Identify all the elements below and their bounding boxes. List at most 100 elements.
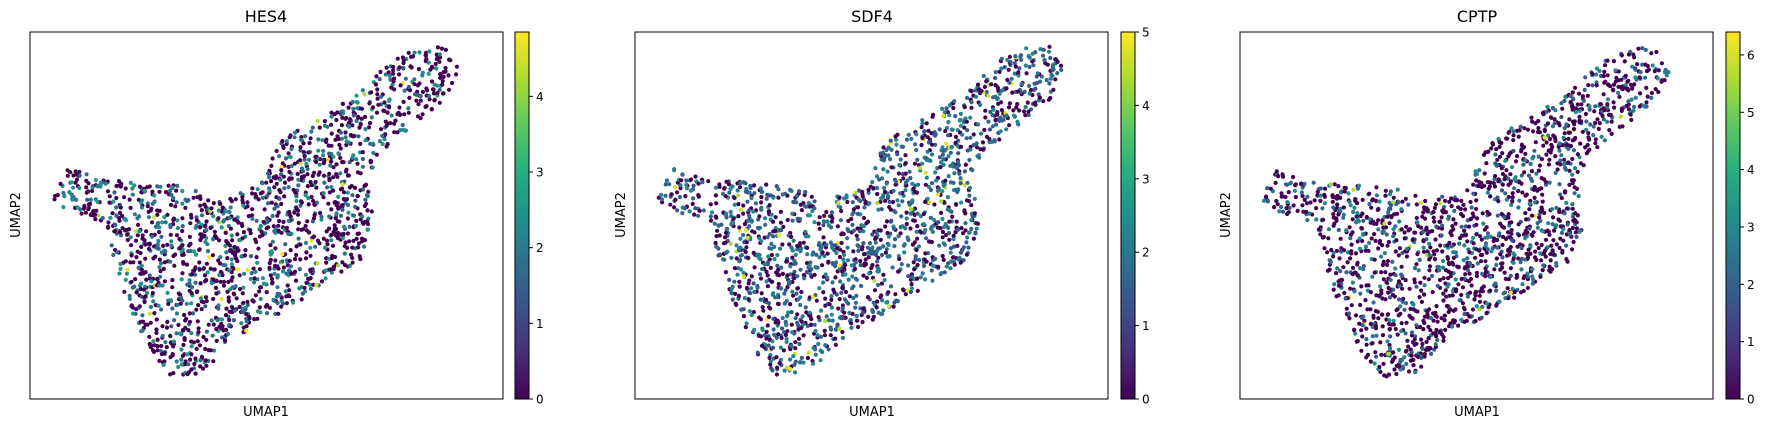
data-point — [747, 208, 752, 213]
data-point — [1302, 197, 1307, 202]
data-point — [287, 294, 292, 299]
data-point — [863, 257, 868, 262]
data-point — [286, 218, 291, 224]
data-point — [258, 285, 264, 290]
data-point — [843, 272, 848, 277]
data-point — [930, 114, 935, 119]
data-point — [267, 265, 272, 270]
data-point — [906, 132, 911, 137]
data-point — [1537, 130, 1542, 135]
data-point — [198, 203, 203, 208]
data-point — [163, 340, 168, 345]
data-point — [193, 252, 198, 257]
data-point — [1616, 69, 1621, 74]
data-point — [127, 197, 132, 202]
data-point — [939, 210, 944, 215]
data-point — [1026, 83, 1032, 88]
data-point — [1547, 180, 1552, 185]
data-point — [1445, 256, 1451, 262]
data-point — [325, 185, 330, 190]
data-point — [215, 318, 220, 323]
data-point — [112, 229, 117, 234]
data-point — [790, 218, 795, 223]
data-point — [228, 226, 233, 231]
data-point — [1544, 109, 1549, 114]
data-point — [1353, 197, 1358, 202]
data-point — [946, 120, 951, 125]
data-point — [973, 231, 978, 236]
data-point — [827, 302, 832, 307]
data-point — [340, 260, 345, 265]
data-point — [1568, 143, 1573, 149]
data-point — [680, 211, 685, 216]
data-point — [810, 252, 815, 257]
data-point — [1371, 313, 1376, 318]
data-point — [210, 333, 215, 338]
data-point — [127, 293, 132, 298]
data-point — [1390, 259, 1395, 264]
data-point — [441, 70, 446, 75]
data-point — [133, 238, 139, 243]
colorbar-gradient — [514, 31, 530, 400]
data-point — [1380, 333, 1386, 338]
data-point — [1451, 255, 1456, 260]
data-point — [1424, 339, 1429, 344]
colorbar-tick-label: 1 — [536, 317, 544, 331]
data-point — [1378, 340, 1383, 345]
data-point — [276, 228, 281, 233]
data-point — [1041, 53, 1046, 58]
data-point — [1579, 102, 1584, 107]
data-point — [1535, 221, 1540, 226]
data-point — [1541, 143, 1546, 148]
data-point — [426, 93, 432, 98]
data-point — [1326, 236, 1331, 241]
data-point — [362, 183, 367, 188]
data-point — [1015, 89, 1020, 94]
data-point — [202, 279, 208, 284]
data-point — [906, 274, 911, 279]
data-point — [303, 240, 308, 246]
data-point — [1562, 131, 1567, 136]
data-point — [1410, 237, 1415, 243]
data-point — [163, 190, 169, 195]
data-point — [1441, 204, 1447, 210]
data-point — [908, 289, 914, 295]
data-point — [1276, 174, 1281, 179]
data-point — [936, 192, 941, 197]
data-point — [928, 215, 934, 220]
data-point — [732, 266, 738, 271]
data-point — [240, 195, 245, 200]
data-point — [1557, 141, 1562, 146]
data-point — [713, 240, 718, 246]
data-point — [1510, 195, 1515, 200]
data-point — [149, 206, 154, 211]
data-point — [1011, 113, 1017, 118]
data-point — [1540, 229, 1545, 234]
data-point — [804, 310, 809, 315]
data-point — [723, 270, 729, 275]
data-point — [1392, 367, 1397, 372]
data-point — [1268, 186, 1273, 191]
data-point — [1632, 82, 1637, 87]
data-point — [748, 183, 753, 189]
data-point — [1360, 211, 1365, 216]
data-point — [209, 318, 214, 323]
data-point — [275, 300, 280, 306]
data-point — [1439, 233, 1444, 238]
data-point — [1440, 194, 1445, 199]
data-point — [903, 292, 908, 297]
data-point — [784, 339, 789, 345]
data-point — [1265, 186, 1270, 191]
data-point — [1391, 350, 1396, 355]
data-point — [1352, 328, 1357, 333]
data-point — [1520, 282, 1525, 287]
data-point — [1635, 62, 1640, 67]
data-point — [114, 213, 119, 218]
data-point — [1557, 182, 1562, 187]
data-point — [968, 115, 973, 120]
data-point — [680, 172, 685, 177]
data-point — [280, 269, 286, 274]
data-point — [130, 285, 135, 290]
data-point — [752, 289, 757, 295]
